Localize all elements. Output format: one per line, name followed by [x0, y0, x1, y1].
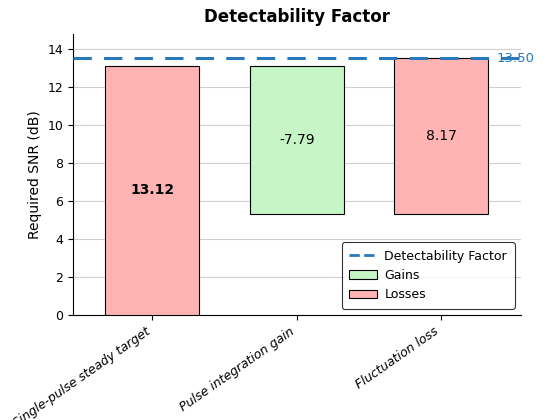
Bar [250, 66, 344, 214]
Legend: Detectability Factor, Gains, Losses: Detectability Factor, Gains, Losses [342, 242, 515, 309]
Title: Detectability Factor: Detectability Factor [204, 8, 390, 26]
Text: -7.79: -7.79 [279, 133, 315, 147]
Text: 13.12: 13.12 [130, 183, 174, 197]
Bar [394, 58, 488, 214]
Y-axis label: Required SNR (dB): Required SNR (dB) [27, 110, 41, 239]
Bar [105, 66, 199, 315]
Text: 8.17: 8.17 [426, 129, 457, 143]
Text: 13.50: 13.50 [496, 52, 534, 65]
